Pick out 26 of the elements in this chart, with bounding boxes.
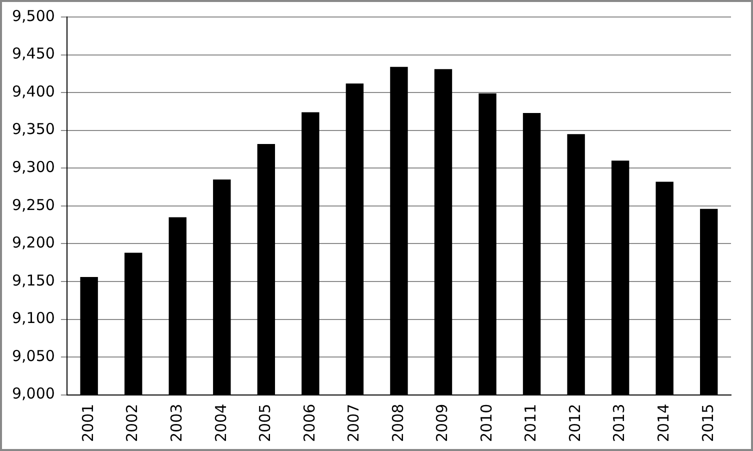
x-tick-label: 2008 [388, 404, 407, 442]
y-tick-label: 9,250 [12, 196, 55, 214]
y-tick-label: 9,200 [12, 234, 55, 252]
x-tick-label: 2009 [433, 404, 452, 442]
y-tick-label: 9,000 [12, 384, 55, 403]
y-tick-label: 9,500 [12, 6, 55, 25]
y-tick-label: 9,450 [12, 44, 55, 63]
x-tick-label: 2015 [698, 404, 717, 442]
x-tick-label: 2004 [212, 404, 230, 442]
x-tick-label: 2001 [78, 404, 97, 442]
y-tick-label: 9,150 [12, 271, 55, 290]
y-tick-label: 9,300 [12, 158, 55, 176]
x-tick-label: 2006 [300, 404, 318, 442]
x-tick-label: 2011 [522, 404, 540, 442]
y-tick-label: 9,350 [12, 120, 55, 138]
x-tick-label: 2013 [610, 404, 628, 442]
y-tick-label: 9,050 [12, 346, 55, 365]
y-tick-label: 9,100 [12, 309, 55, 328]
x-tick-label: 2003 [168, 404, 186, 442]
x-tick-label: 2014 [654, 404, 672, 442]
x-tick-label: 2010 [477, 404, 496, 442]
x-tick-label: 2012 [566, 404, 584, 442]
x-tick-label: 2007 [344, 404, 363, 442]
y-tick-label: 9,400 [12, 82, 55, 100]
x-tick-label: 2005 [256, 404, 274, 442]
x-tick-label: 2002 [123, 404, 142, 442]
